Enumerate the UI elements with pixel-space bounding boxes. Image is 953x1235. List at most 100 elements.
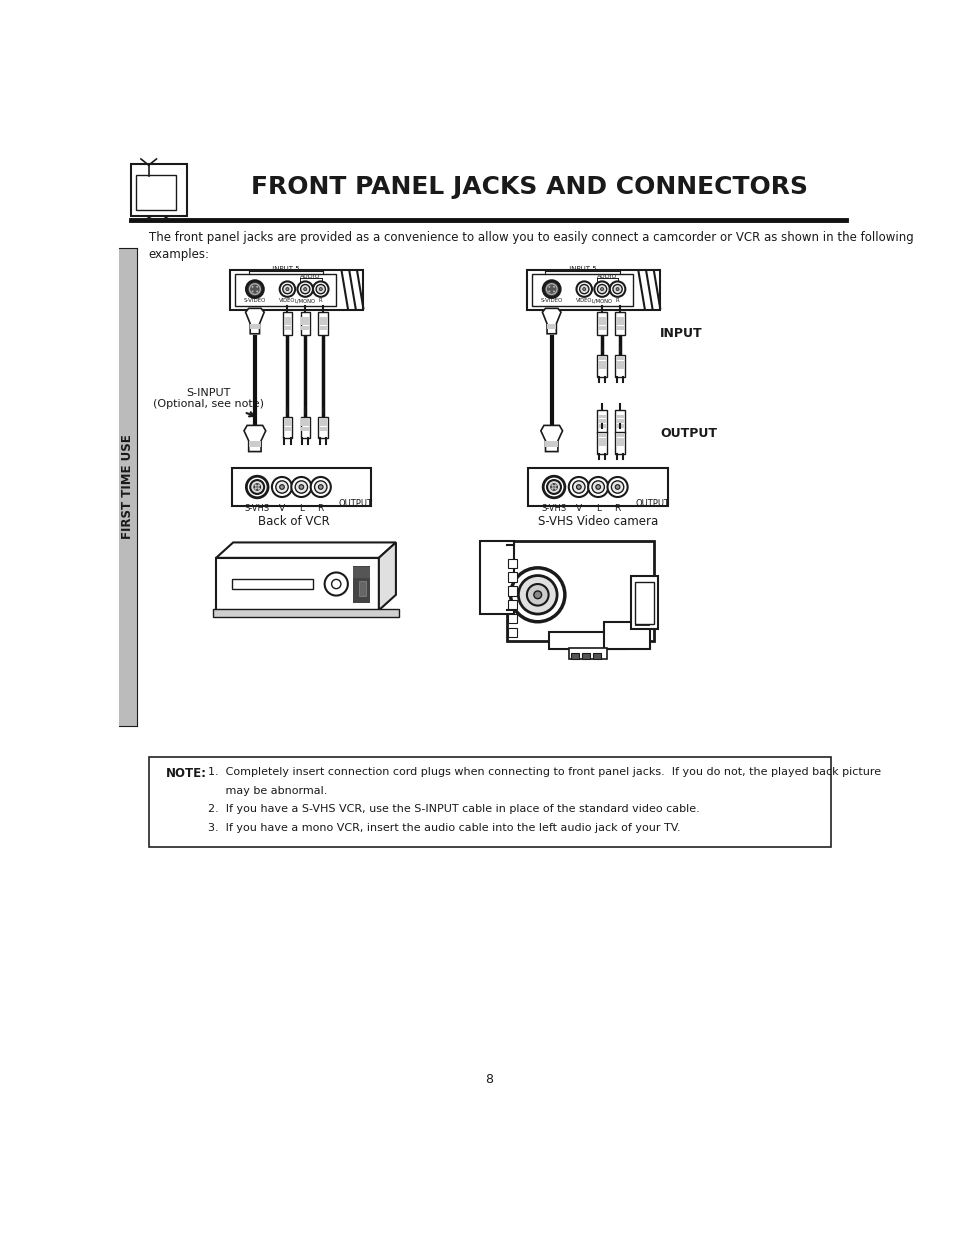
Bar [597,312,606,336]
Bar [598,433,605,437]
Text: OUTPUT: OUTPUT [338,499,373,509]
Circle shape [609,282,624,296]
Bar [301,427,309,431]
Text: L: L [595,504,600,513]
Circle shape [286,288,289,290]
Text: 1.  Completely insert connection cord plugs when connecting to front panel jacks: 1. Completely insert connection cord plu… [208,767,881,777]
Circle shape [607,477,627,496]
Polygon shape [216,542,395,558]
Bar [282,312,292,336]
Circle shape [314,480,327,493]
Circle shape [553,290,555,293]
Bar [597,410,606,433]
Circle shape [303,288,307,290]
Circle shape [596,484,599,489]
Text: 3.  If you have a mono VCR, insert the audio cable into the left audio jack of y: 3. If you have a mono VCR, insert the au… [208,823,680,832]
Bar [283,321,291,325]
Text: VIDEO: VIDEO [279,298,295,303]
Circle shape [554,488,557,490]
Circle shape [252,290,253,293]
Polygon shape [245,309,264,333]
Text: OUTPUT: OUTPUT [659,426,717,440]
Bar [615,312,624,336]
Circle shape [257,484,260,487]
Bar [616,415,623,419]
Bar [319,321,327,325]
Bar [598,361,605,364]
Circle shape [526,584,548,605]
Bar [318,312,328,336]
Bar [598,442,605,446]
Bar [568,648,607,658]
Circle shape [542,477,564,498]
Text: L/MONO: L/MONO [591,298,612,303]
Bar [616,437,623,442]
Text: FRONT PANEL JACKS AND CONNECTORS: FRONT PANEL JACKS AND CONNECTORS [252,174,807,199]
Circle shape [313,282,328,296]
Bar [301,326,309,330]
Circle shape [318,484,323,489]
Circle shape [315,284,325,294]
Bar [598,326,605,330]
Circle shape [599,288,603,290]
Bar [353,567,369,578]
Text: S-VIDEO: S-VIDEO [540,298,562,303]
Circle shape [279,484,284,489]
Bar [283,326,291,330]
Bar [135,175,175,210]
Bar [616,317,623,321]
Circle shape [587,477,608,496]
Text: S-VHS: S-VHS [541,504,566,513]
Bar [616,424,623,427]
Bar [545,441,558,447]
Bar [507,587,517,595]
Bar [616,361,623,364]
Circle shape [582,288,585,290]
Bar [283,427,291,431]
Bar [282,417,292,438]
Text: AUDIO: AUDIO [597,274,618,279]
Text: ——— INPUT 5 ———: ——— INPUT 5 ——— [249,266,322,272]
Bar [615,356,624,377]
Circle shape [275,480,288,493]
Text: FIRST TIME USE: FIRST TIME USE [121,435,134,540]
Circle shape [579,284,588,294]
Circle shape [282,284,292,294]
Circle shape [291,477,311,496]
Circle shape [542,280,559,298]
Circle shape [615,484,619,489]
Circle shape [612,284,621,294]
Circle shape [572,480,584,493]
Bar [507,573,517,582]
Text: 2.  If you have a S-VHS VCR, use the S-INPUT cable in place of the standard vide: 2. If you have a S-VHS VCR, use the S-IN… [208,804,700,814]
Bar [615,410,624,433]
Text: V: V [278,504,285,513]
Circle shape [332,579,340,589]
Bar [301,317,309,321]
Bar [232,468,371,506]
Text: L: L [298,504,304,513]
Bar [597,432,606,454]
Bar [598,356,605,359]
Circle shape [550,484,557,490]
Text: V: V [576,504,581,513]
Bar [546,324,556,330]
Text: R: R [317,504,323,513]
Circle shape [256,285,258,288]
Bar [353,566,369,603]
Bar [526,270,659,310]
Bar [283,417,291,421]
Bar [301,417,309,421]
Circle shape [300,284,310,294]
Bar [634,603,649,610]
Circle shape [611,480,623,493]
Circle shape [576,484,580,489]
Bar [319,417,327,421]
Circle shape [594,282,609,296]
Bar [634,582,654,624]
Bar [571,652,578,658]
Text: VIDEO: VIDEO [576,298,592,303]
Bar [598,366,605,369]
Bar [319,422,327,426]
Text: L/MONO: L/MONO [294,298,315,303]
